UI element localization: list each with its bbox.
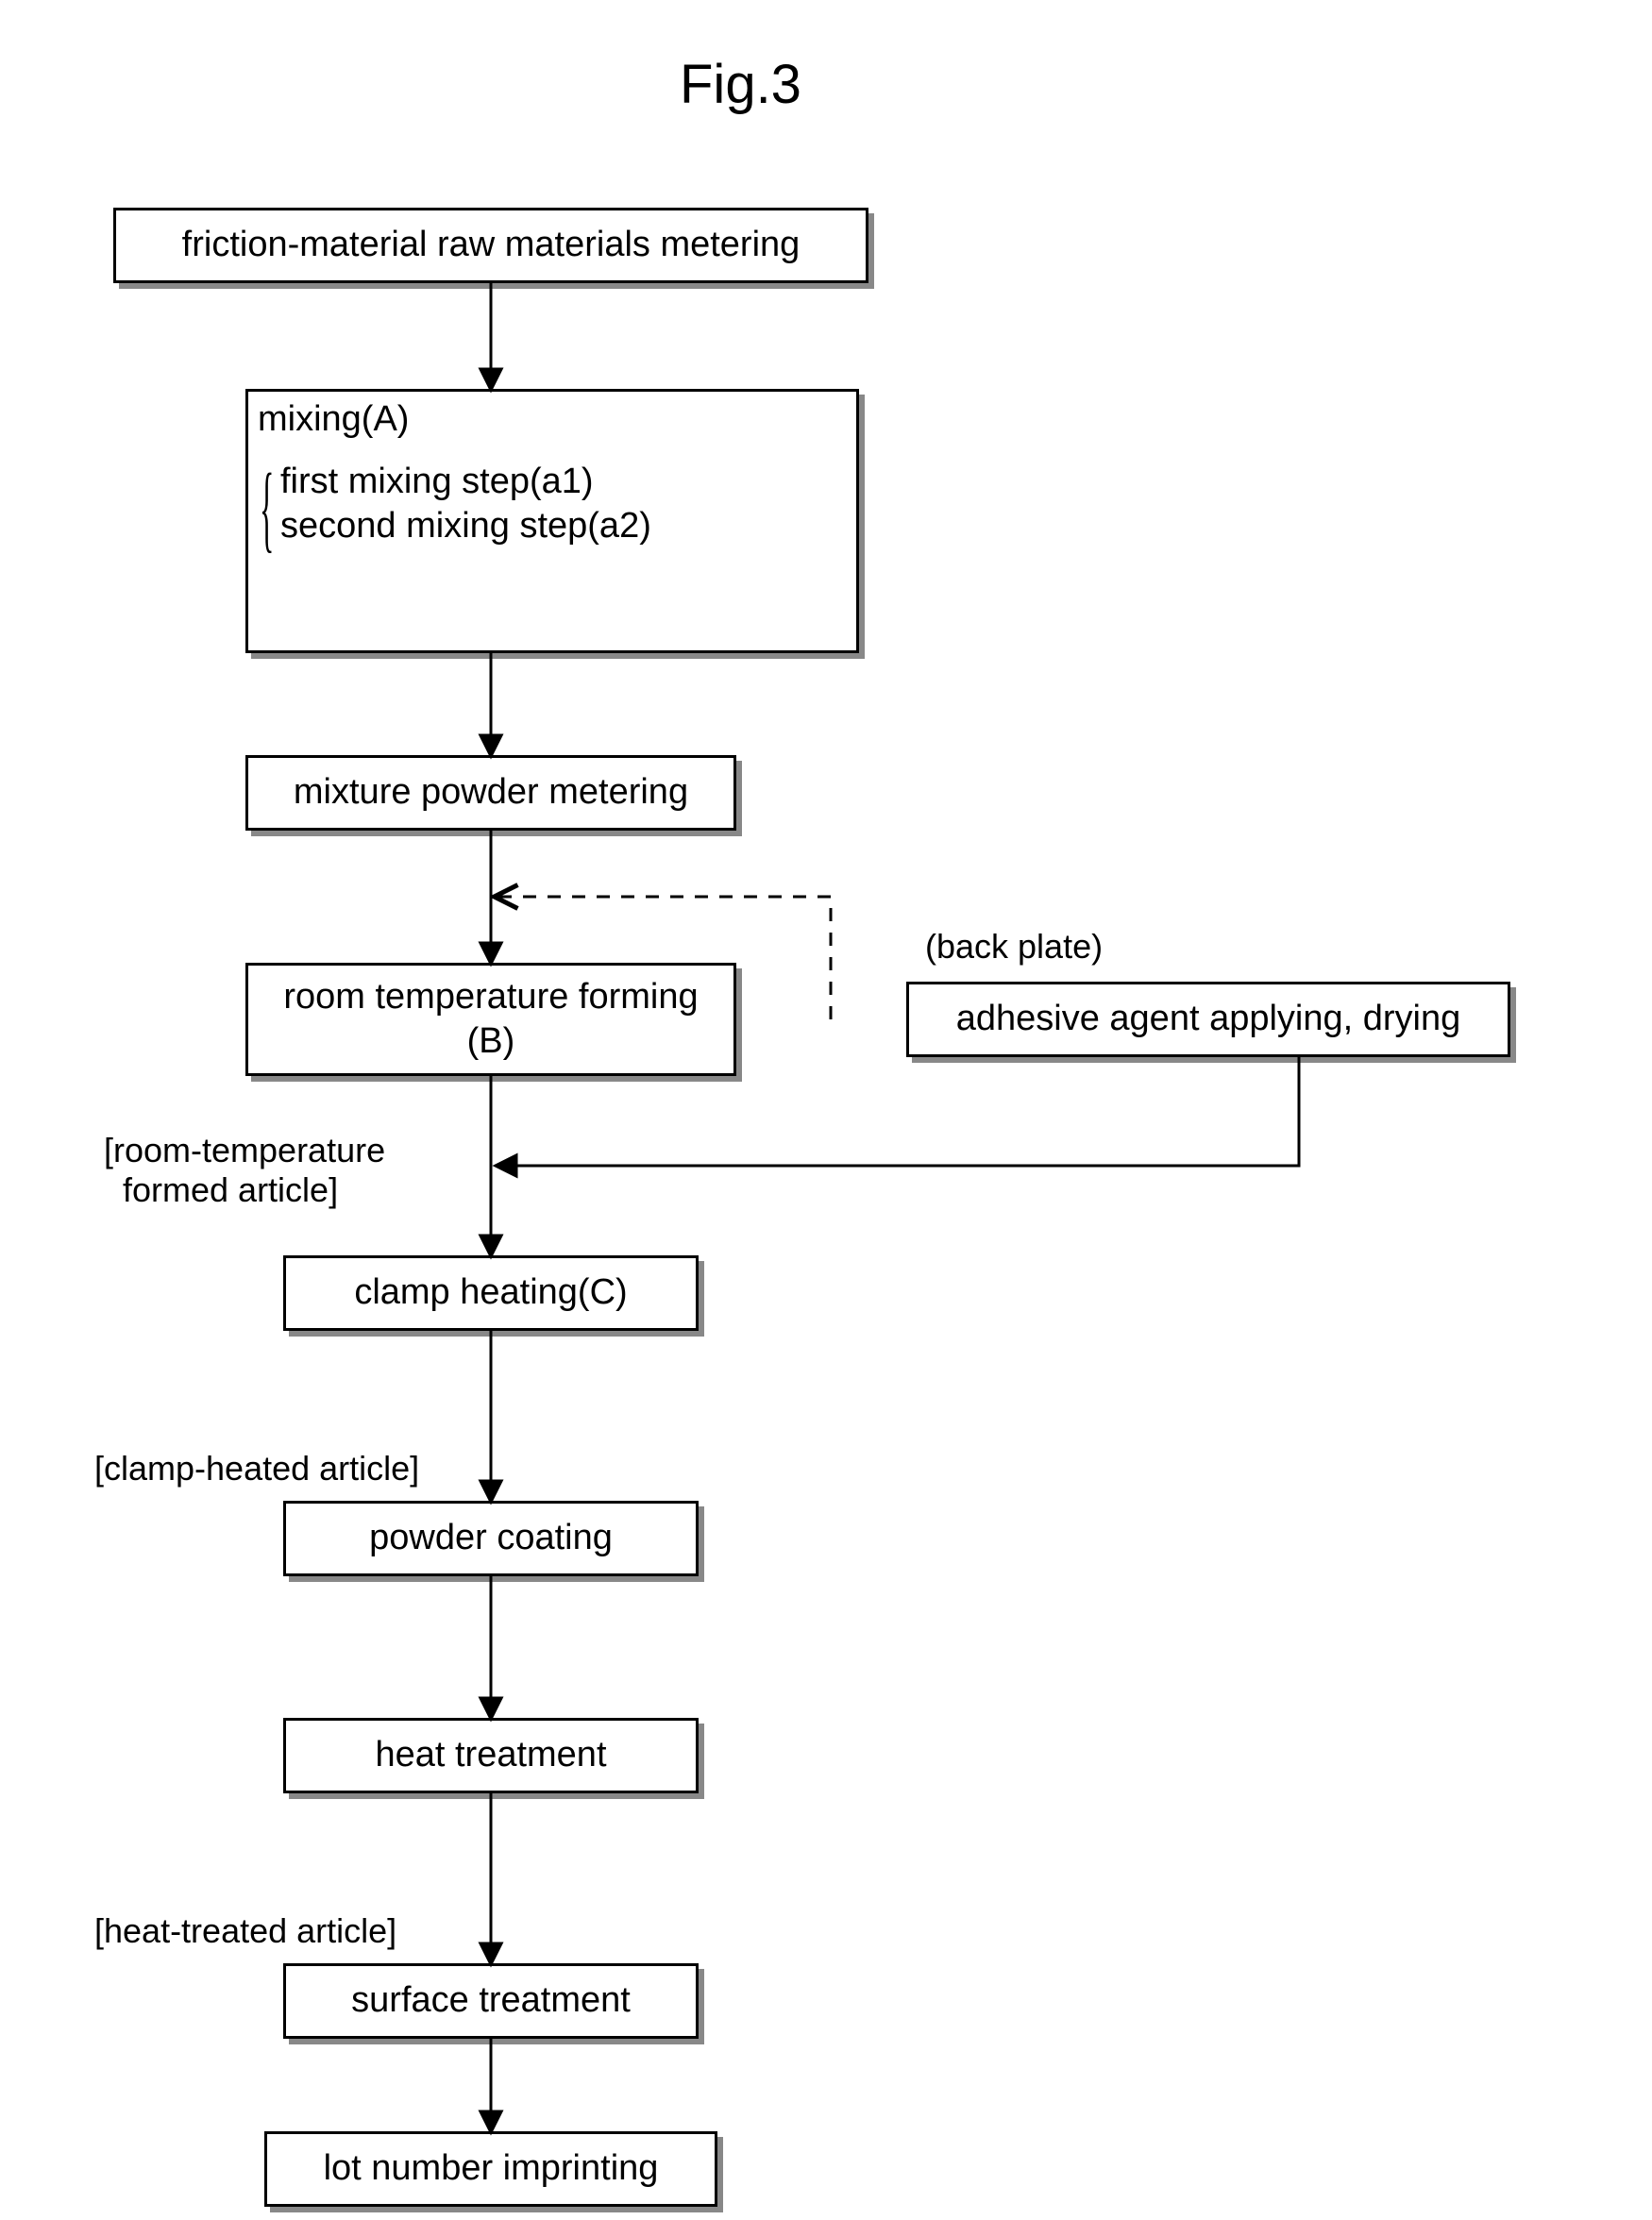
label-back-plate: (back plate)	[925, 927, 1103, 967]
step-box-raw-metering: friction-material raw materials metering	[113, 208, 868, 283]
step-box-powder-coating: powder coating	[283, 1501, 699, 1576]
substep-label: second mixing step(a2)	[280, 504, 651, 549]
figure-title: Fig.3	[680, 53, 801, 116]
step-box-mixing: mixing(A) { first mixing step(a1) second…	[245, 389, 859, 653]
brace-icon: {	[260, 460, 274, 556]
step-box-adhesive: adhesive agent applying, drying	[906, 982, 1510, 1057]
step-label: lot number imprinting	[324, 2146, 659, 2192]
step-box-heat-treatment: heat treatment	[283, 1718, 699, 1793]
step-label: adhesive agent applying, drying	[956, 997, 1461, 1042]
step-label: room temperature forming (B)	[283, 975, 698, 1065]
step-label: surface treatment	[351, 1978, 631, 2024]
label-heat-treated: [heat-treated article]	[94, 1911, 396, 1951]
step-box-rt-forming: room temperature forming (B)	[245, 963, 736, 1076]
flowchart-connectors	[0, 0, 1652, 2220]
mixing-substeps: { first mixing step(a1) second mixing st…	[280, 460, 651, 549]
step-label: friction-material raw materials metering	[182, 223, 801, 268]
step-box-mixture-metering: mixture powder metering	[245, 755, 736, 831]
step-box-lot-imprinting: lot number imprinting	[264, 2131, 717, 2207]
step-label: clamp heating(C)	[354, 1270, 627, 1316]
label-clamp-heated: [clamp-heated article]	[94, 1449, 419, 1488]
label-rt-formed: [room-temperature formed article]	[104, 1131, 385, 1210]
step-label: powder coating	[369, 1516, 613, 1561]
step-label: mixing(A)	[258, 397, 409, 443]
step-box-surface-treatment: surface treatment	[283, 1963, 699, 2039]
step-label: heat treatment	[375, 1733, 606, 1778]
step-label: mixture powder metering	[294, 770, 688, 816]
step-box-clamp-heating: clamp heating(C)	[283, 1255, 699, 1331]
substep-label: first mixing step(a1)	[280, 460, 651, 505]
